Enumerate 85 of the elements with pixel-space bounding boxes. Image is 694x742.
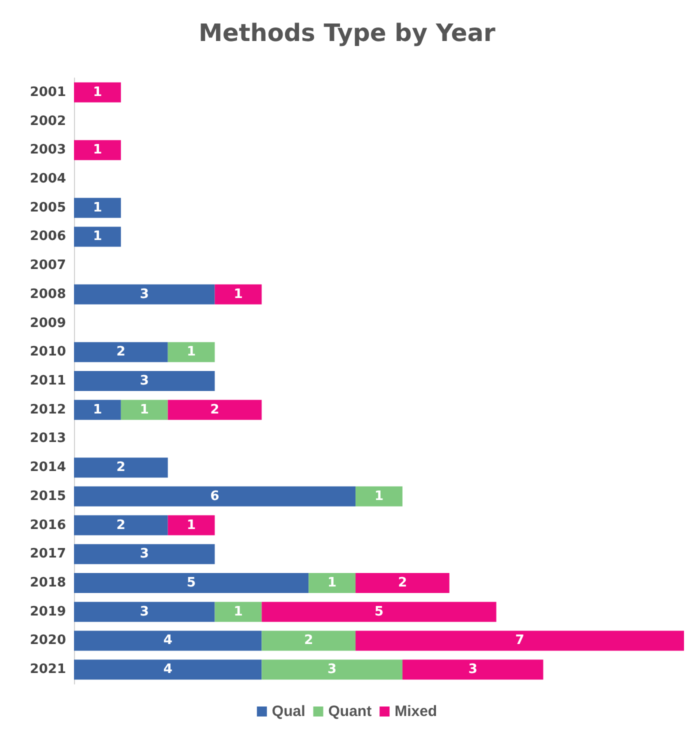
bar — [74, 602, 215, 622]
y-tick-label: 2013 — [30, 431, 66, 446]
y-tick-label: 2014 — [30, 460, 66, 476]
data-label: 1 — [92, 84, 102, 100]
bar — [356, 630, 684, 651]
data-label: 2 — [210, 402, 220, 418]
data-label: 1 — [234, 286, 243, 302]
y-tick-label: 2011 — [30, 374, 66, 388]
legend-label: Quant — [328, 703, 372, 720]
bar — [168, 342, 215, 362]
data-label: 2 — [304, 633, 314, 648]
bar — [74, 400, 121, 420]
data-label: 3 — [468, 662, 478, 678]
data-label: 2 — [116, 344, 126, 360]
bar — [74, 284, 215, 304]
data-label: 1 — [234, 604, 243, 620]
y-tick-label: 2007 — [30, 258, 66, 274]
y-tick-label: 2021 — [30, 662, 66, 678]
bar — [168, 515, 215, 536]
y-tick-label: 2016 — [30, 518, 66, 533]
bar — [168, 400, 262, 420]
data-label: 2 — [398, 576, 407, 590]
data-label: 4 — [163, 633, 172, 648]
bar — [74, 82, 121, 102]
data-label: 3 — [140, 604, 149, 620]
y-tick-label: 2006 — [30, 229, 66, 244]
legend-label: Mixed — [394, 703, 438, 720]
y-tick-label: 2017 — [30, 546, 66, 562]
data-label: 1 — [92, 142, 102, 158]
y-tick-label: 2018 — [30, 576, 66, 590]
y-tick-label: 2012 — [30, 402, 66, 418]
data-label: 2 — [116, 518, 126, 533]
data-label: 5 — [374, 604, 384, 620]
data-label: 2 — [116, 460, 126, 476]
y-tick-label: 2009 — [30, 316, 66, 331]
y-tick-label: 2019 — [30, 604, 66, 620]
bar — [214, 602, 262, 622]
bar — [74, 371, 215, 391]
data-label: 6 — [210, 488, 220, 504]
data-label: 1 — [92, 402, 102, 418]
data-label: 1 — [186, 518, 196, 533]
bar — [74, 544, 215, 564]
data-label: 1 — [140, 402, 149, 418]
y-tick-label: 2004 — [30, 172, 66, 186]
y-tick-label: 2020 — [30, 633, 66, 648]
bar — [262, 630, 356, 651]
bar — [402, 660, 544, 680]
bar — [74, 573, 309, 593]
bar — [74, 458, 168, 478]
data-label: 3 — [140, 546, 149, 562]
bar — [74, 198, 121, 218]
data-label: 1 — [186, 344, 196, 360]
bar — [74, 630, 262, 651]
data-label: 1 — [374, 488, 384, 504]
y-tick-label: 2005 — [30, 200, 66, 216]
y-tick-label: 2015 — [30, 488, 66, 504]
chart-title: Methods Type by Year — [198, 19, 496, 47]
bar — [74, 140, 121, 160]
bar — [74, 486, 356, 506]
data-label: 1 — [328, 576, 337, 590]
data-label: 3 — [140, 286, 149, 302]
bar — [74, 515, 168, 536]
data-label: 3 — [328, 662, 337, 678]
y-tick-label: 2010 — [30, 344, 66, 360]
bar — [74, 226, 121, 247]
bar — [308, 573, 356, 593]
data-label: 5 — [186, 576, 196, 590]
y-tick-label: 2001 — [30, 84, 66, 100]
y-tick-label: 2003 — [30, 142, 66, 158]
bar — [214, 284, 262, 304]
bar — [262, 660, 402, 680]
legend-label: Qual — [272, 703, 306, 720]
data-label: 3 — [140, 374, 149, 388]
bar — [356, 573, 450, 593]
bar — [74, 660, 262, 680]
y-tick-label: 2002 — [30, 114, 66, 129]
bar — [74, 342, 168, 362]
data-label: 1 — [92, 229, 102, 244]
data-label: 4 — [163, 662, 172, 678]
bar — [120, 400, 168, 420]
bar — [262, 602, 496, 622]
bar — [356, 486, 402, 506]
data-label: 1 — [92, 200, 102, 216]
data-label: 7 — [515, 633, 524, 648]
y-tick-label: 2008 — [30, 286, 66, 302]
